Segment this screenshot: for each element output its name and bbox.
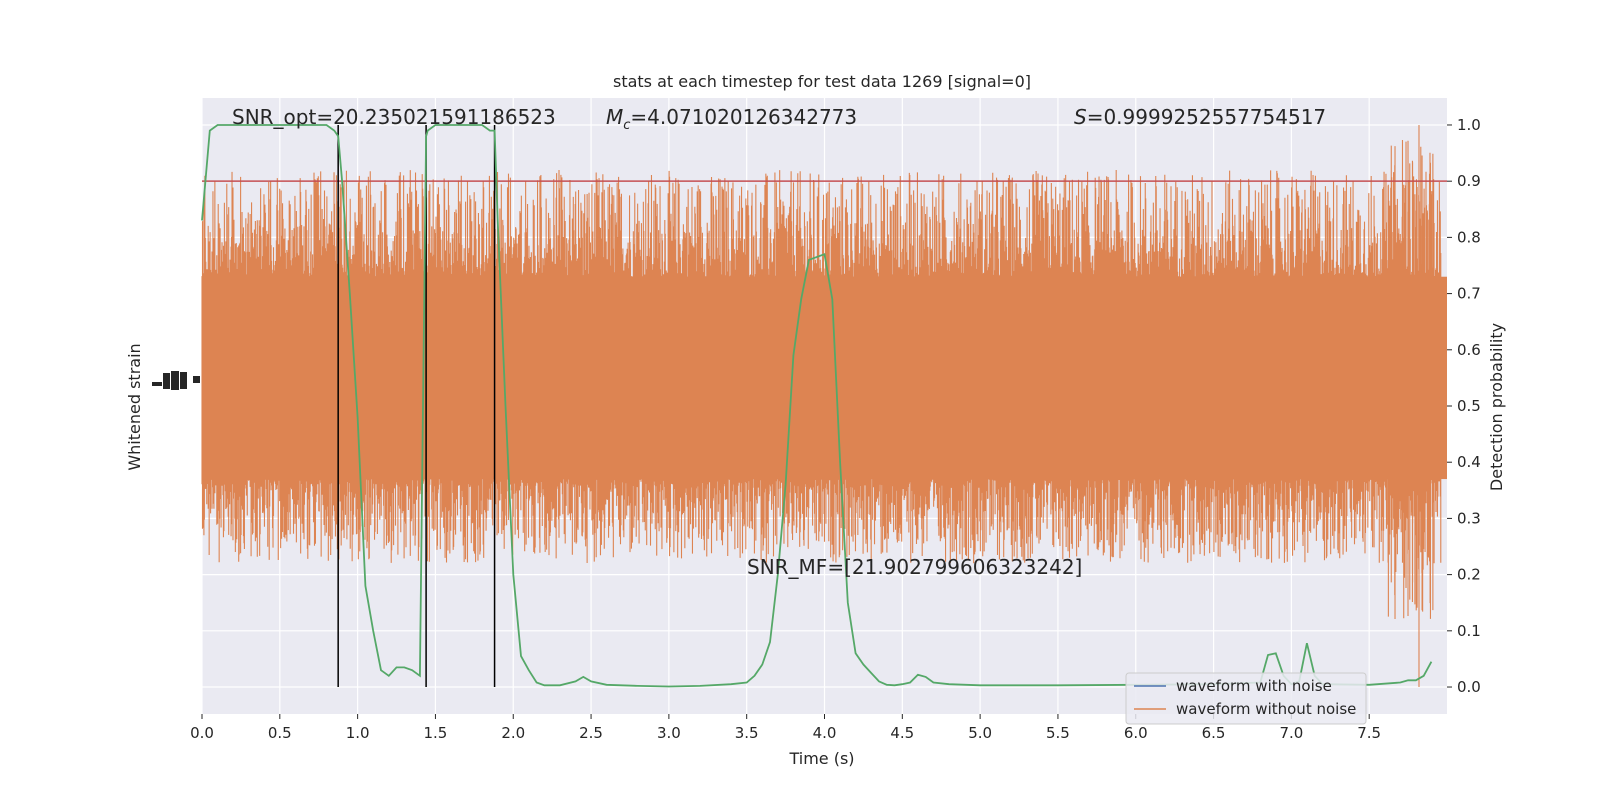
x-axis-label: Time (s) [788, 749, 854, 768]
snr-mf-annotation: SNR_MF=[21.902799606323242] [747, 555, 1082, 579]
legend-box [1125, 672, 1367, 725]
left-tick-glyph [171, 371, 179, 390]
x-tick-label: 5.5 [1046, 724, 1070, 742]
x-tick-label: 3.0 [657, 724, 681, 742]
x-tick-label: 6.0 [1124, 724, 1148, 742]
x-tick-label: 0.0 [190, 724, 214, 742]
x-tick-label: 2.5 [579, 724, 603, 742]
left-axis-label: Whitened strain [125, 343, 144, 470]
snr-opt-annotation: SNR_opt=20.235021591186523 [232, 105, 556, 129]
strain-series [201, 125, 1447, 687]
x-tick-label: 1.5 [424, 724, 448, 742]
left-tick-glyph [180, 372, 187, 389]
strain-waveform-without-noise [201, 125, 1442, 687]
legend-label-without-noise: waveform without noise [1176, 700, 1356, 718]
x-tick-label: 2.0 [501, 724, 525, 742]
right-tick-label: 0.0 [1457, 678, 1481, 696]
left-tick-glyph [163, 373, 170, 389]
right-tick-label: 0.8 [1457, 228, 1481, 246]
x-tick-label: 5.0 [968, 724, 992, 742]
right-tick-label: 0.9 [1457, 172, 1481, 190]
legend: waveform with noise waveform without noi… [1125, 672, 1367, 725]
right-tick-label: 0.5 [1457, 397, 1481, 415]
right-tick-label: 0.4 [1457, 453, 1481, 471]
event-lines [337, 124, 496, 688]
chirp-mass-symbol: M [606, 105, 623, 129]
right-axis-label: Detection probability [1487, 323, 1506, 491]
x-tick-label: 1.0 [346, 724, 370, 742]
chart-title: stats at each timestep for test data 126… [613, 72, 1031, 91]
x-tick-label: 4.5 [890, 724, 914, 742]
x-tick-label: 0.5 [268, 724, 292, 742]
x-tick-label: 7.0 [1279, 724, 1303, 742]
chirp-mass-annotation: Mc=4.071020126342773 [606, 105, 857, 133]
left-tick-glyph [193, 376, 200, 383]
s-statistic-annotation: S=0.9999252557754517 [1074, 105, 1326, 129]
x-tick-label: 7.5 [1357, 724, 1381, 742]
s-statistic-value: =0.9999252557754517 [1087, 105, 1326, 129]
s-statistic-symbol: S [1074, 105, 1087, 129]
left-tick-glyph [152, 382, 162, 386]
right-tick-label: 0.6 [1457, 341, 1481, 359]
right-tick-label: 0.2 [1457, 566, 1481, 584]
x-tick-label: 4.0 [813, 724, 837, 742]
chirp-mass-subscript: c [623, 118, 630, 133]
right-tick-label: 0.7 [1457, 285, 1481, 303]
left-axis-overlapping-ticks [152, 371, 200, 390]
right-tick-label: 0.3 [1457, 509, 1481, 527]
x-tick-label: 6.5 [1202, 724, 1226, 742]
axes: 0.0 0.5 1.0 1.5 2.0 2.5 3.0 3.5 4.0 4.5 5.0 5.5 6.0 6… [190, 116, 1481, 742]
right-tick-label: 1.0 [1457, 116, 1481, 134]
right-tick-label: 0.1 [1457, 622, 1481, 640]
x-tick-label: 3.5 [735, 724, 759, 742]
chirp-mass-value: =4.071020126342773 [630, 105, 857, 129]
legend-label-with-noise: waveform with noise [1176, 677, 1332, 695]
